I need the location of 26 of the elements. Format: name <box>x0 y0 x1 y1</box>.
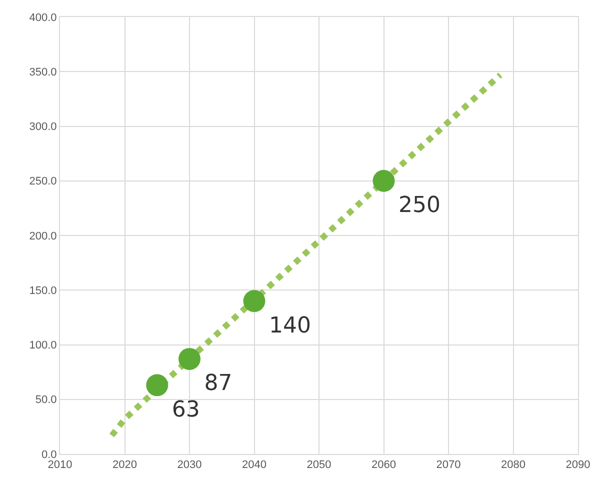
y-tick-label: 100.0 <box>29 340 57 352</box>
x-tick-label: 2060 <box>372 459 396 472</box>
y-tick-label: 150.0 <box>29 284 57 297</box>
x-tick-label: 2080 <box>501 459 526 472</box>
y-tick-label: 250.0 <box>29 176 57 188</box>
point <box>146 374 168 396</box>
point <box>178 348 200 370</box>
y-tick-label: 200.0 <box>29 230 57 242</box>
x-tick-label: 2040 <box>242 459 266 472</box>
point <box>243 290 266 312</box>
y-tick-label: 0.0 <box>42 448 57 461</box>
x-tick-label: 2050 <box>306 459 332 472</box>
data-label: 63 <box>172 397 200 422</box>
x-tick-label: 2010 <box>48 459 72 472</box>
data-label: 87 <box>204 371 232 396</box>
y-tick-label: 350.0 <box>29 66 57 78</box>
y-tick-label: 300.0 <box>29 121 57 134</box>
x-tick-label: 2070 <box>436 459 461 472</box>
y-tick-label: 50.0 <box>35 394 57 406</box>
data-label: 250 <box>398 193 440 218</box>
point <box>372 170 395 192</box>
x-tick-label: 2020 <box>112 459 137 472</box>
x-tick-label: 2090 <box>566 459 590 472</box>
x-tick-label: 2030 <box>177 459 202 472</box>
y-tick-label: 400.0 <box>29 12 57 24</box>
data-label: 140 <box>269 313 311 338</box>
